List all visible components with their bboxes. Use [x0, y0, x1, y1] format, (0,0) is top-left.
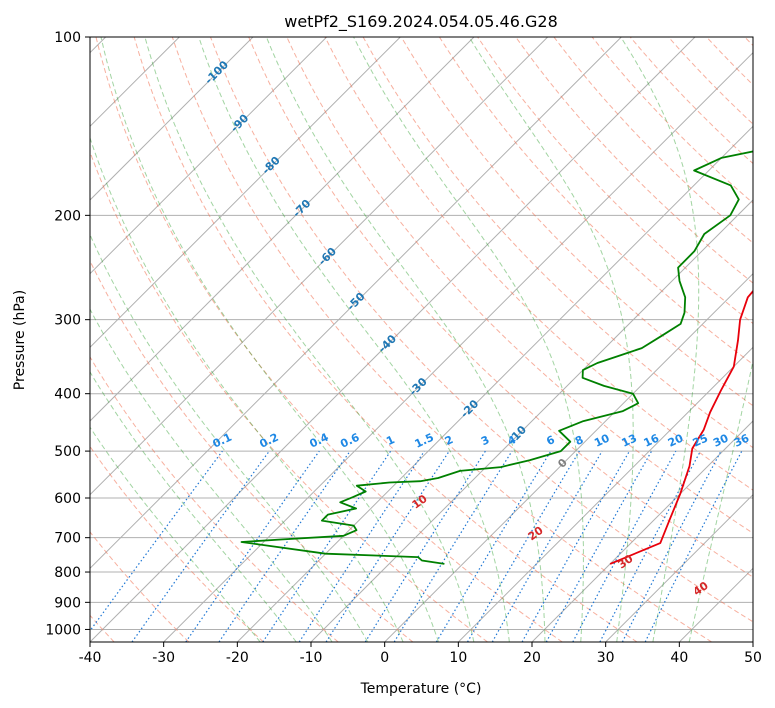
- dry-adiabat-line: [324, 37, 753, 491]
- mixing-ratio-line: [393, 450, 513, 642]
- x-tick-label: -30: [152, 650, 175, 666]
- mixing-ratio-line: [572, 450, 677, 642]
- data-series: [240, 150, 753, 565]
- isotherm-line: [90, 37, 696, 642]
- y-tick-label: 1000: [45, 622, 81, 638]
- mixing-ratio-line: [521, 450, 631, 642]
- moist-adiabat-line: [265, 37, 546, 642]
- x-tick-label: 20: [523, 650, 541, 666]
- y-tick-label: 100: [54, 30, 81, 46]
- moist-adiabat-line: [144, 37, 475, 642]
- dry-adiabat-line: [90, 150, 488, 642]
- mixing-ratio-line: [364, 450, 486, 642]
- dry-adiabat-line: [438, 37, 753, 365]
- x-tick-label: -10: [300, 650, 323, 666]
- moist-adiabat-line: [90, 136, 404, 642]
- plot-frame: [89, 36, 754, 643]
- dry-adiabat-line: [477, 37, 753, 325]
- isotherm-line: [90, 37, 475, 422]
- dry-adiabat-line: [286, 37, 753, 534]
- mixing-ratio-line: [90, 450, 223, 632]
- dry-adiabat-line: [90, 531, 190, 642]
- y-axis: 100 200 300 400 500 600 700 800 900 1000: [45, 30, 90, 638]
- y-tick-label: 600: [54, 491, 81, 507]
- dry-adiabat-line: [248, 37, 753, 578]
- moist-adiabat-line: [100, 37, 439, 642]
- dry-adiabat-line: [90, 355, 339, 642]
- mixing-ratio-label: 36: [732, 431, 752, 449]
- x-tick-label: -20: [226, 650, 249, 666]
- isotherm-line: [236, 125, 753, 642]
- dry-adiabat-line: [591, 37, 753, 204]
- x-tick-label: -40: [79, 650, 102, 666]
- isotherm-line: [531, 420, 753, 642]
- mixing-ratio-label: 16: [642, 431, 662, 449]
- y-tick-label: 900: [54, 595, 81, 611]
- x-tick-label: 30: [597, 650, 615, 666]
- dry-adiabat-line: [210, 37, 753, 623]
- mixing-ratio-line: [218, 450, 351, 642]
- isotherm-line: [90, 37, 254, 201]
- mixing-ratio-label: 30: [711, 431, 731, 449]
- isotherm-line: [90, 37, 622, 570]
- x-axis: -40 -30 -20 -10 0 10 20 30 40 50: [79, 642, 762, 666]
- y-tick-label: 700: [54, 531, 81, 547]
- isotherm-line: [457, 346, 753, 642]
- dry-adiabat-line: [133, 37, 638, 642]
- mixing-ratio-label: 25: [691, 432, 710, 450]
- x-tick-label: 50: [744, 650, 762, 666]
- dewpoint-profile-line: [240, 150, 753, 565]
- mixing-ratio-label: 10: [592, 431, 612, 449]
- dry-adiabat-line: [95, 37, 563, 642]
- moist-adiabat-line: [90, 308, 333, 642]
- mixing-ratio-line: [491, 450, 603, 642]
- x-tick-label: 0: [380, 650, 389, 666]
- moist-adiabat-line: [90, 233, 369, 642]
- isotherm-line: [90, 37, 328, 275]
- y-tick-label: 800: [54, 565, 81, 581]
- moist-adiabat-line: [688, 358, 753, 642]
- moist-adiabat-line: [198, 37, 510, 642]
- temperature-profile-line: [609, 289, 753, 565]
- x-tick-label: 10: [449, 650, 467, 666]
- mixing-ratio-line: [185, 450, 320, 642]
- dry-adiabat-line: [171, 37, 712, 642]
- mixing-ratio-line: [435, 450, 552, 642]
- isotherm-line: [384, 272, 753, 642]
- x-tick-label: 40: [670, 650, 688, 666]
- isotherm-line: [90, 37, 549, 496]
- mixing-ratio-line: [131, 450, 270, 642]
- x-axis-label: Temperature (°C): [360, 681, 482, 697]
- dry-adiabat-line: [553, 37, 753, 244]
- moist-adiabat-line: [353, 37, 584, 642]
- chart-title: wetPf2_S169.2024.054.05.46.G28: [284, 12, 558, 32]
- mixing-ratio-label: 20: [666, 431, 686, 449]
- mixing-ratio-line: [466, 450, 580, 642]
- mixing-ratio-label: 13: [620, 432, 639, 450]
- moist-adiabat-line: [620, 37, 700, 642]
- y-tick-label: 400: [54, 387, 81, 403]
- dry-adiabat-line: [90, 259, 414, 642]
- moist-adiabat-line: [90, 426, 261, 642]
- y-tick-label: 500: [54, 444, 81, 460]
- mixing-ratio-line: [325, 450, 450, 642]
- y-tick-label: 300: [54, 313, 81, 329]
- y-tick-label: 200: [54, 208, 81, 224]
- mixing-ratio-line: [545, 450, 653, 642]
- dry-adiabat-line: [362, 37, 753, 449]
- isotherm-line: [90, 37, 401, 349]
- isotherm-line: [605, 493, 753, 642]
- dry-adiabat-line: [400, 37, 753, 407]
- y-axis-label: Pressure (hPa): [12, 290, 28, 390]
